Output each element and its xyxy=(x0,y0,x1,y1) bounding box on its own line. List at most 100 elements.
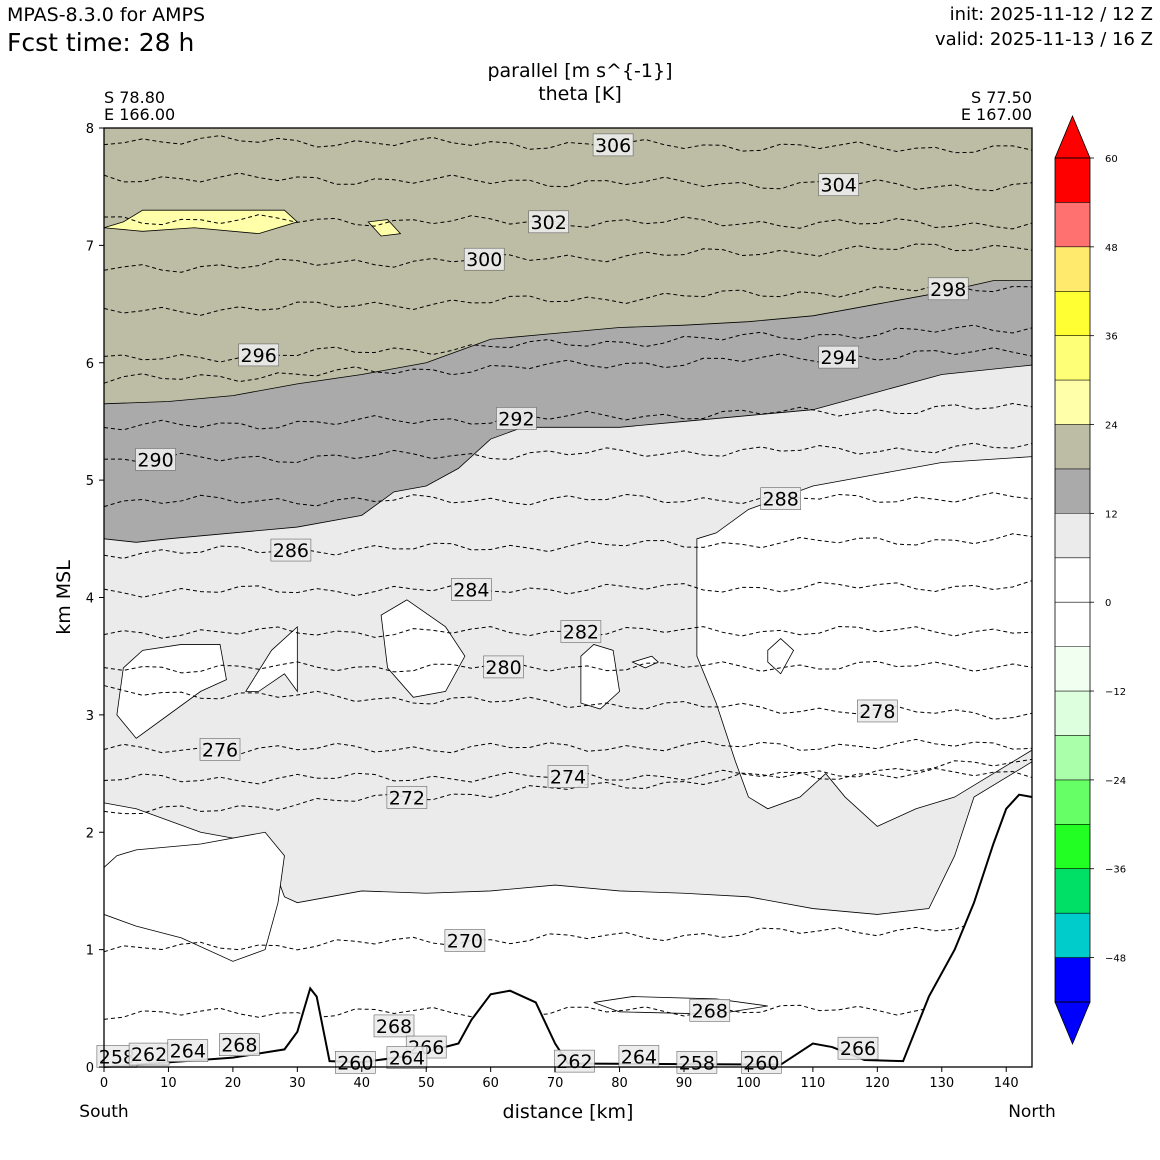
theta-contour-278 xyxy=(103,685,1033,720)
x-tick-label-110: 110 xyxy=(800,1076,825,1091)
theta-label-282-text: 282 xyxy=(563,622,599,644)
theta-label-292-text: 292 xyxy=(498,408,534,430)
x-tick-label-90: 90 xyxy=(676,1076,693,1091)
theta-label-294-box xyxy=(818,345,859,369)
surface-theta-label-6-box xyxy=(335,1051,376,1074)
surface-theta-label-3-box xyxy=(219,1033,260,1056)
theta-label-274-text: 274 xyxy=(550,766,586,788)
surface-theta-label-12-box xyxy=(837,1036,879,1060)
y-tick-label-4: 4 xyxy=(86,592,94,607)
theta-label-288-box xyxy=(760,487,801,510)
colorbar-tick-label-1: 48 xyxy=(1105,243,1118,254)
colorbar-segment-2 xyxy=(1055,868,1090,914)
theta-label-300-box xyxy=(463,247,505,271)
right-endpoint: S 77.50 E 167.00 xyxy=(961,89,1032,123)
x-axis-label: distance [km] xyxy=(503,1101,634,1123)
plot-title-wind: parallel [m s^{-1}] xyxy=(487,60,673,82)
y-tick-label-2: 2 xyxy=(86,826,94,841)
theta-contour-298 xyxy=(103,284,1033,316)
theta-contour-306 xyxy=(103,135,1033,154)
colorbar-under-arrow xyxy=(1054,1001,1091,1046)
surface-theta-label-7: 264 xyxy=(386,1046,428,1070)
x-tick-label-0: 0 xyxy=(100,1076,108,1091)
colorbar-tick-label-9: −48 xyxy=(1105,954,1126,965)
colorbar-tick-label-0: 60 xyxy=(1105,154,1118,165)
right-endpoint-lat: S 77.50 xyxy=(970,88,1032,107)
theta-label-286-text: 286 xyxy=(273,540,309,562)
theta-label-278-box xyxy=(857,699,898,723)
theta-contour-268 xyxy=(103,1003,1033,1020)
model-title: MPAS-8.3.0 for AMPS xyxy=(7,4,206,26)
theta-label-278: 278 xyxy=(857,699,898,723)
theta-label-292: 292 xyxy=(496,407,537,430)
theta-label-276: 276 xyxy=(199,738,241,761)
surface-theta-label-11-box xyxy=(741,1051,782,1074)
theta-label-288: 288 xyxy=(760,487,801,511)
colorbar-segment-18 xyxy=(1055,158,1090,203)
wind-speed-fill xyxy=(103,127,1033,1068)
surface-theta-label-12-text: 266 xyxy=(840,1038,876,1060)
surface-theta-label-8: 262 xyxy=(554,1049,595,1073)
x-tick-label-30: 30 xyxy=(289,1076,306,1091)
colorbar-segment-3 xyxy=(1055,824,1090,869)
surface-theta-label-1-text: 262 xyxy=(131,1044,167,1066)
y-tick-label-6: 6 xyxy=(86,357,94,372)
theta-contour-280 xyxy=(103,660,1033,674)
colorbar-tick-label-2: 36 xyxy=(1105,332,1118,343)
theta-label-270-box xyxy=(444,929,486,952)
colorbar-segment-8 xyxy=(1055,602,1090,647)
colorbar-segment-10 xyxy=(1055,513,1090,558)
theta-contour-288 xyxy=(103,492,1033,508)
theta-contour-302 xyxy=(103,214,1033,230)
theta-label-284-box xyxy=(451,578,492,601)
wind-blob-6 xyxy=(103,831,285,962)
theta-label-280-text: 280 xyxy=(485,657,521,679)
colorbar-tick-label-6: −12 xyxy=(1105,687,1126,698)
wind-blob-1 xyxy=(245,625,298,693)
wind-blob-0 xyxy=(116,644,227,739)
colorbar-over-arrow xyxy=(1054,114,1091,159)
colorbar-segment-9 xyxy=(1055,557,1090,603)
theta-label-294-text: 294 xyxy=(821,347,857,369)
theta-label-282-box xyxy=(560,620,602,643)
theta-label-296-box xyxy=(238,343,279,367)
surface-theta-label-2-text: 264 xyxy=(170,1041,206,1063)
theta-label-294: 294 xyxy=(818,345,859,369)
theta-label-290: 290 xyxy=(135,448,176,471)
surface-theta-label-6-text: 260 xyxy=(337,1052,373,1074)
theta-label-272-text: 272 xyxy=(389,787,425,809)
x-tick-label-140: 140 xyxy=(994,1076,1019,1091)
theta-label-302-box xyxy=(528,210,569,234)
terrain-fill xyxy=(104,794,1032,1067)
surface-theta-label-6: 260 xyxy=(335,1051,376,1074)
wind-blob-5 xyxy=(767,638,795,675)
theta-contour-290 xyxy=(103,442,1033,463)
theta-label-304-text: 304 xyxy=(821,175,857,197)
colorbar-outline xyxy=(1054,157,1091,1003)
theta-label-268-box xyxy=(689,999,731,1022)
surface-theta-label-4-box xyxy=(373,1014,415,1038)
x-tick-label-10: 10 xyxy=(160,1076,177,1091)
theta-contour-272 xyxy=(103,758,1033,815)
x-tick-label-20: 20 xyxy=(225,1076,242,1091)
theta-contour-300 xyxy=(103,243,1033,273)
surface-theta-label-10-box xyxy=(676,1051,718,1074)
theta-label-280: 280 xyxy=(483,655,524,679)
left-endpoint: S 78.80 E 166.00 xyxy=(104,89,175,123)
surface-theta-label-3: 268 xyxy=(219,1033,260,1057)
theta-label-272-box xyxy=(386,786,428,809)
y-axis: 0 1 2 3 4 5 6 7 8 xyxy=(86,122,104,1076)
theta-label-300-text: 300 xyxy=(466,249,502,271)
colorbar-segment-7 xyxy=(1055,646,1090,692)
surface-theta-label-0: 258 xyxy=(96,1045,138,1068)
colorbar-segment-11 xyxy=(1055,468,1090,514)
terrain xyxy=(103,793,1033,1068)
theta-label-288-text: 288 xyxy=(763,489,799,511)
theta-label-306-text: 306 xyxy=(595,135,631,157)
theta-label-292-box xyxy=(496,407,537,430)
surface-theta-label-11: 260 xyxy=(741,1051,782,1074)
wind-blob-2 xyxy=(380,599,466,698)
theta-label-278-text: 278 xyxy=(859,701,895,723)
colorbar-segment-0 xyxy=(1055,957,1090,1002)
